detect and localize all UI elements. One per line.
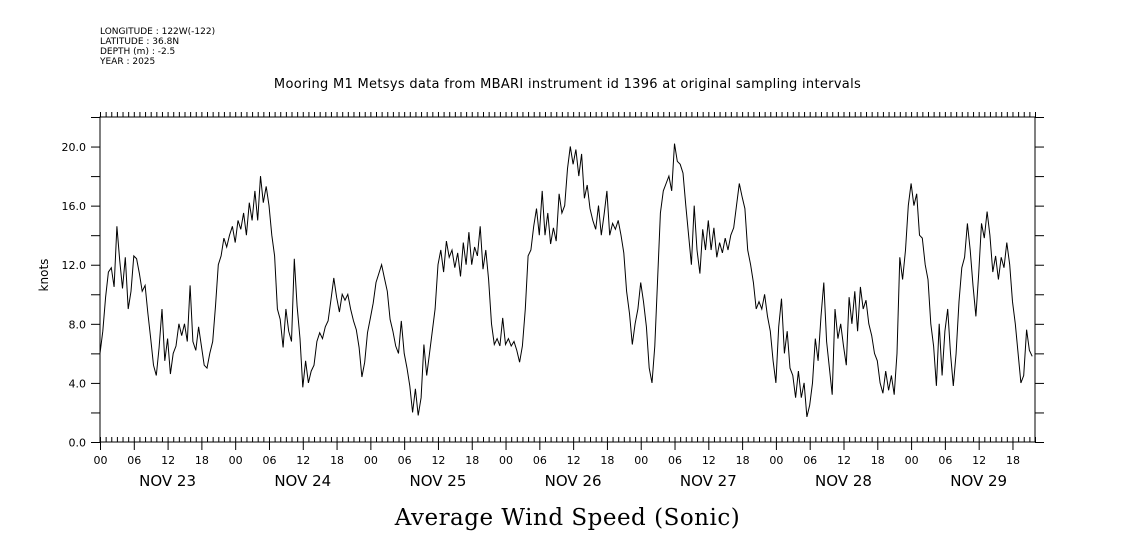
- x-hour-tick-label: 12: [702, 454, 716, 467]
- x-day-label: NOV 25: [410, 472, 467, 490]
- x-hour-tick-label: 00: [905, 454, 919, 467]
- x-hour-tick-label: 06: [803, 454, 817, 467]
- x-hour-tick-label: 18: [1006, 454, 1020, 467]
- latitude-text: LATITUDE : 36.8N: [100, 37, 180, 47]
- x-hour-tick-label: 06: [262, 454, 276, 467]
- metadata-block: LONGITUDE : 122W(-122) LATITUDE : 36.8N …: [100, 27, 215, 67]
- x-day-label: NOV 28: [815, 472, 872, 490]
- x-hour-tick-label: 18: [465, 454, 479, 467]
- x-hour-tick-label: 06: [398, 454, 412, 467]
- x-hour-tick-label: 18: [330, 454, 344, 467]
- x-hour-tick-label: 06: [938, 454, 952, 467]
- depth-text: DEPTH (m) : -2.5: [100, 47, 176, 57]
- year-text: YEAR : 2025: [100, 57, 156, 67]
- y-tick-label: 8.0: [69, 318, 87, 331]
- y-tick-label: 4.0: [69, 377, 87, 390]
- x-hour-tick-label: 00: [94, 454, 108, 467]
- x-hour-tick-label: 00: [364, 454, 378, 467]
- x-hour-tick-label: 12: [837, 454, 851, 467]
- y-tick-label: 20.0: [62, 141, 87, 154]
- y-axis-label: knots: [37, 258, 51, 292]
- wind-speed-line: [99, 143, 1033, 418]
- x-day-label: NOV 29: [950, 472, 1007, 490]
- x-day-label: NOV 27: [680, 472, 737, 490]
- x-hour-tick-label: 00: [769, 454, 783, 467]
- chart-subtitle: Average Wind Speed (Sonic): [394, 505, 741, 531]
- x-day-label: NOV 24: [274, 472, 331, 490]
- x-hour-tick-label: 12: [296, 454, 310, 467]
- x-hour-tick-label: 12: [161, 454, 175, 467]
- x-hour-tick-label: 18: [195, 454, 209, 467]
- y-tick-label: 12.0: [62, 259, 87, 272]
- y-tick-label: 16.0: [62, 200, 87, 213]
- x-hour-tick-label: 00: [229, 454, 243, 467]
- x-hour-tick-label: 00: [499, 454, 513, 467]
- longitude-text: LONGITUDE : 122W(-122): [100, 27, 216, 37]
- y-tick-label: 0.0: [69, 437, 87, 450]
- x-hour-tick-label: 18: [736, 454, 750, 467]
- x-hour-tick-label: 06: [533, 454, 547, 467]
- x-hour-tick-label: 12: [431, 454, 445, 467]
- x-day-label: NOV 26: [545, 472, 602, 490]
- x-hour-tick-label: 12: [567, 454, 581, 467]
- x-day-label: NOV 23: [139, 472, 196, 490]
- x-hour-tick-label: 00: [634, 454, 648, 467]
- x-hour-tick-label: 06: [668, 454, 682, 467]
- x-hour-tick-label: 06: [127, 454, 141, 467]
- x-hour-tick-label: 18: [871, 454, 885, 467]
- x-hour-tick-label: 12: [972, 454, 986, 467]
- x-hour-tick-label: 18: [600, 454, 614, 467]
- chart-title: Mooring M1 Metsys data from MBARI instru…: [273, 77, 862, 92]
